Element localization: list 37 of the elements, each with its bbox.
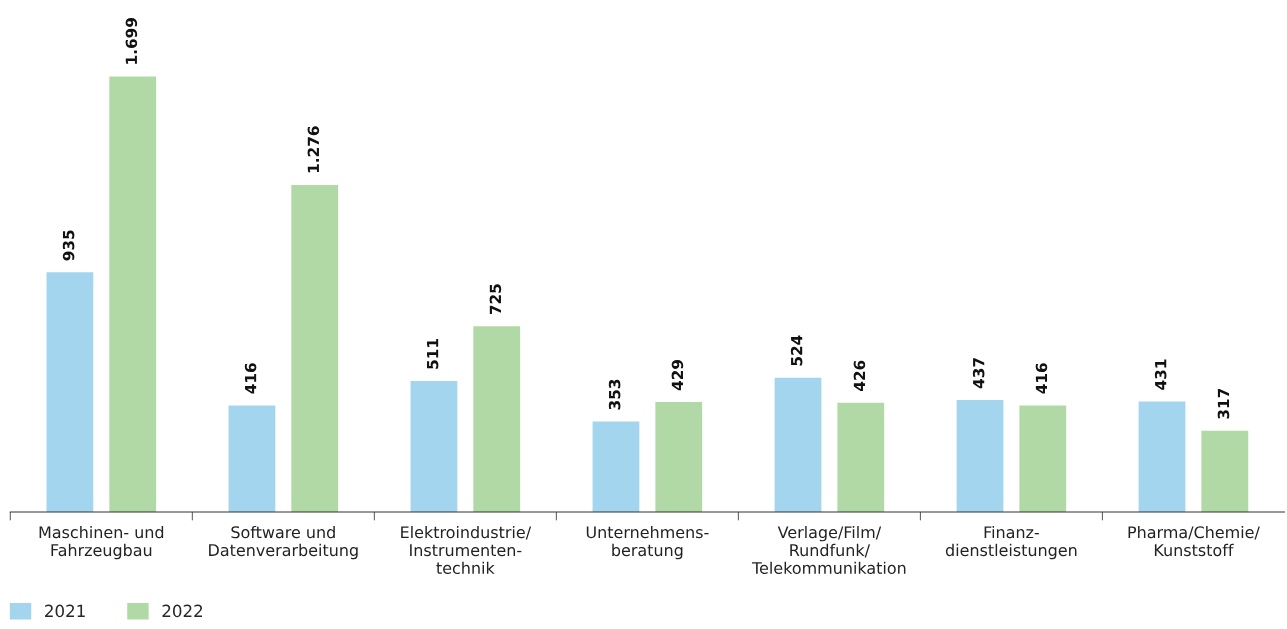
- x-tick-label: Elektroindustrie/ Instrumenten- technik: [401, 525, 532, 575]
- data-label: 935: [62, 230, 75, 261]
- x-tick-label: Software und Datenverarbeitung: [209, 525, 358, 560]
- data-label: 1.276: [307, 126, 320, 173]
- bar: [774, 377, 822, 513]
- x-tick-label: Maschinen- und Fahrzeugbau: [39, 525, 164, 560]
- data-label: 1.699: [125, 18, 138, 64]
- legend-label: 2022: [162, 604, 203, 618]
- data-label: 429: [671, 360, 684, 391]
- bar: [1201, 430, 1249, 513]
- bar: [228, 405, 276, 513]
- x-tick-label: Pharma/Chemie/ Kunststoff: [1128, 525, 1260, 557]
- data-label: 431: [1154, 359, 1167, 390]
- data-label: 511: [427, 339, 439, 369]
- bar: [473, 326, 521, 513]
- data-label: 426: [853, 360, 866, 392]
- x-tick-label: Unternehmens- beratung: [586, 525, 709, 560]
- bar: [655, 402, 703, 513]
- data-label: 437: [972, 358, 985, 389]
- bar: [109, 76, 157, 513]
- bar: [46, 272, 94, 513]
- data-label: 317: [1217, 388, 1230, 419]
- bar: [1019, 405, 1067, 513]
- bar: [592, 421, 640, 513]
- bar: [1138, 401, 1186, 513]
- x-tick-label: Verlage/Film/ Rundfunk/ Telekommunikation: [751, 525, 906, 575]
- data-label: 524: [790, 335, 803, 366]
- bar: [291, 184, 339, 513]
- bar: [837, 402, 885, 513]
- data-label: 353: [608, 379, 621, 410]
- data-label: 725: [489, 284, 502, 315]
- x-tick-label: Finanz- dienstleistungen: [945, 525, 1077, 560]
- legend-label: 2021: [45, 604, 85, 618]
- bar: [956, 400, 1004, 513]
- data-label: 416: [1035, 363, 1048, 394]
- bar: [410, 381, 458, 513]
- data-label: 416: [244, 363, 257, 394]
